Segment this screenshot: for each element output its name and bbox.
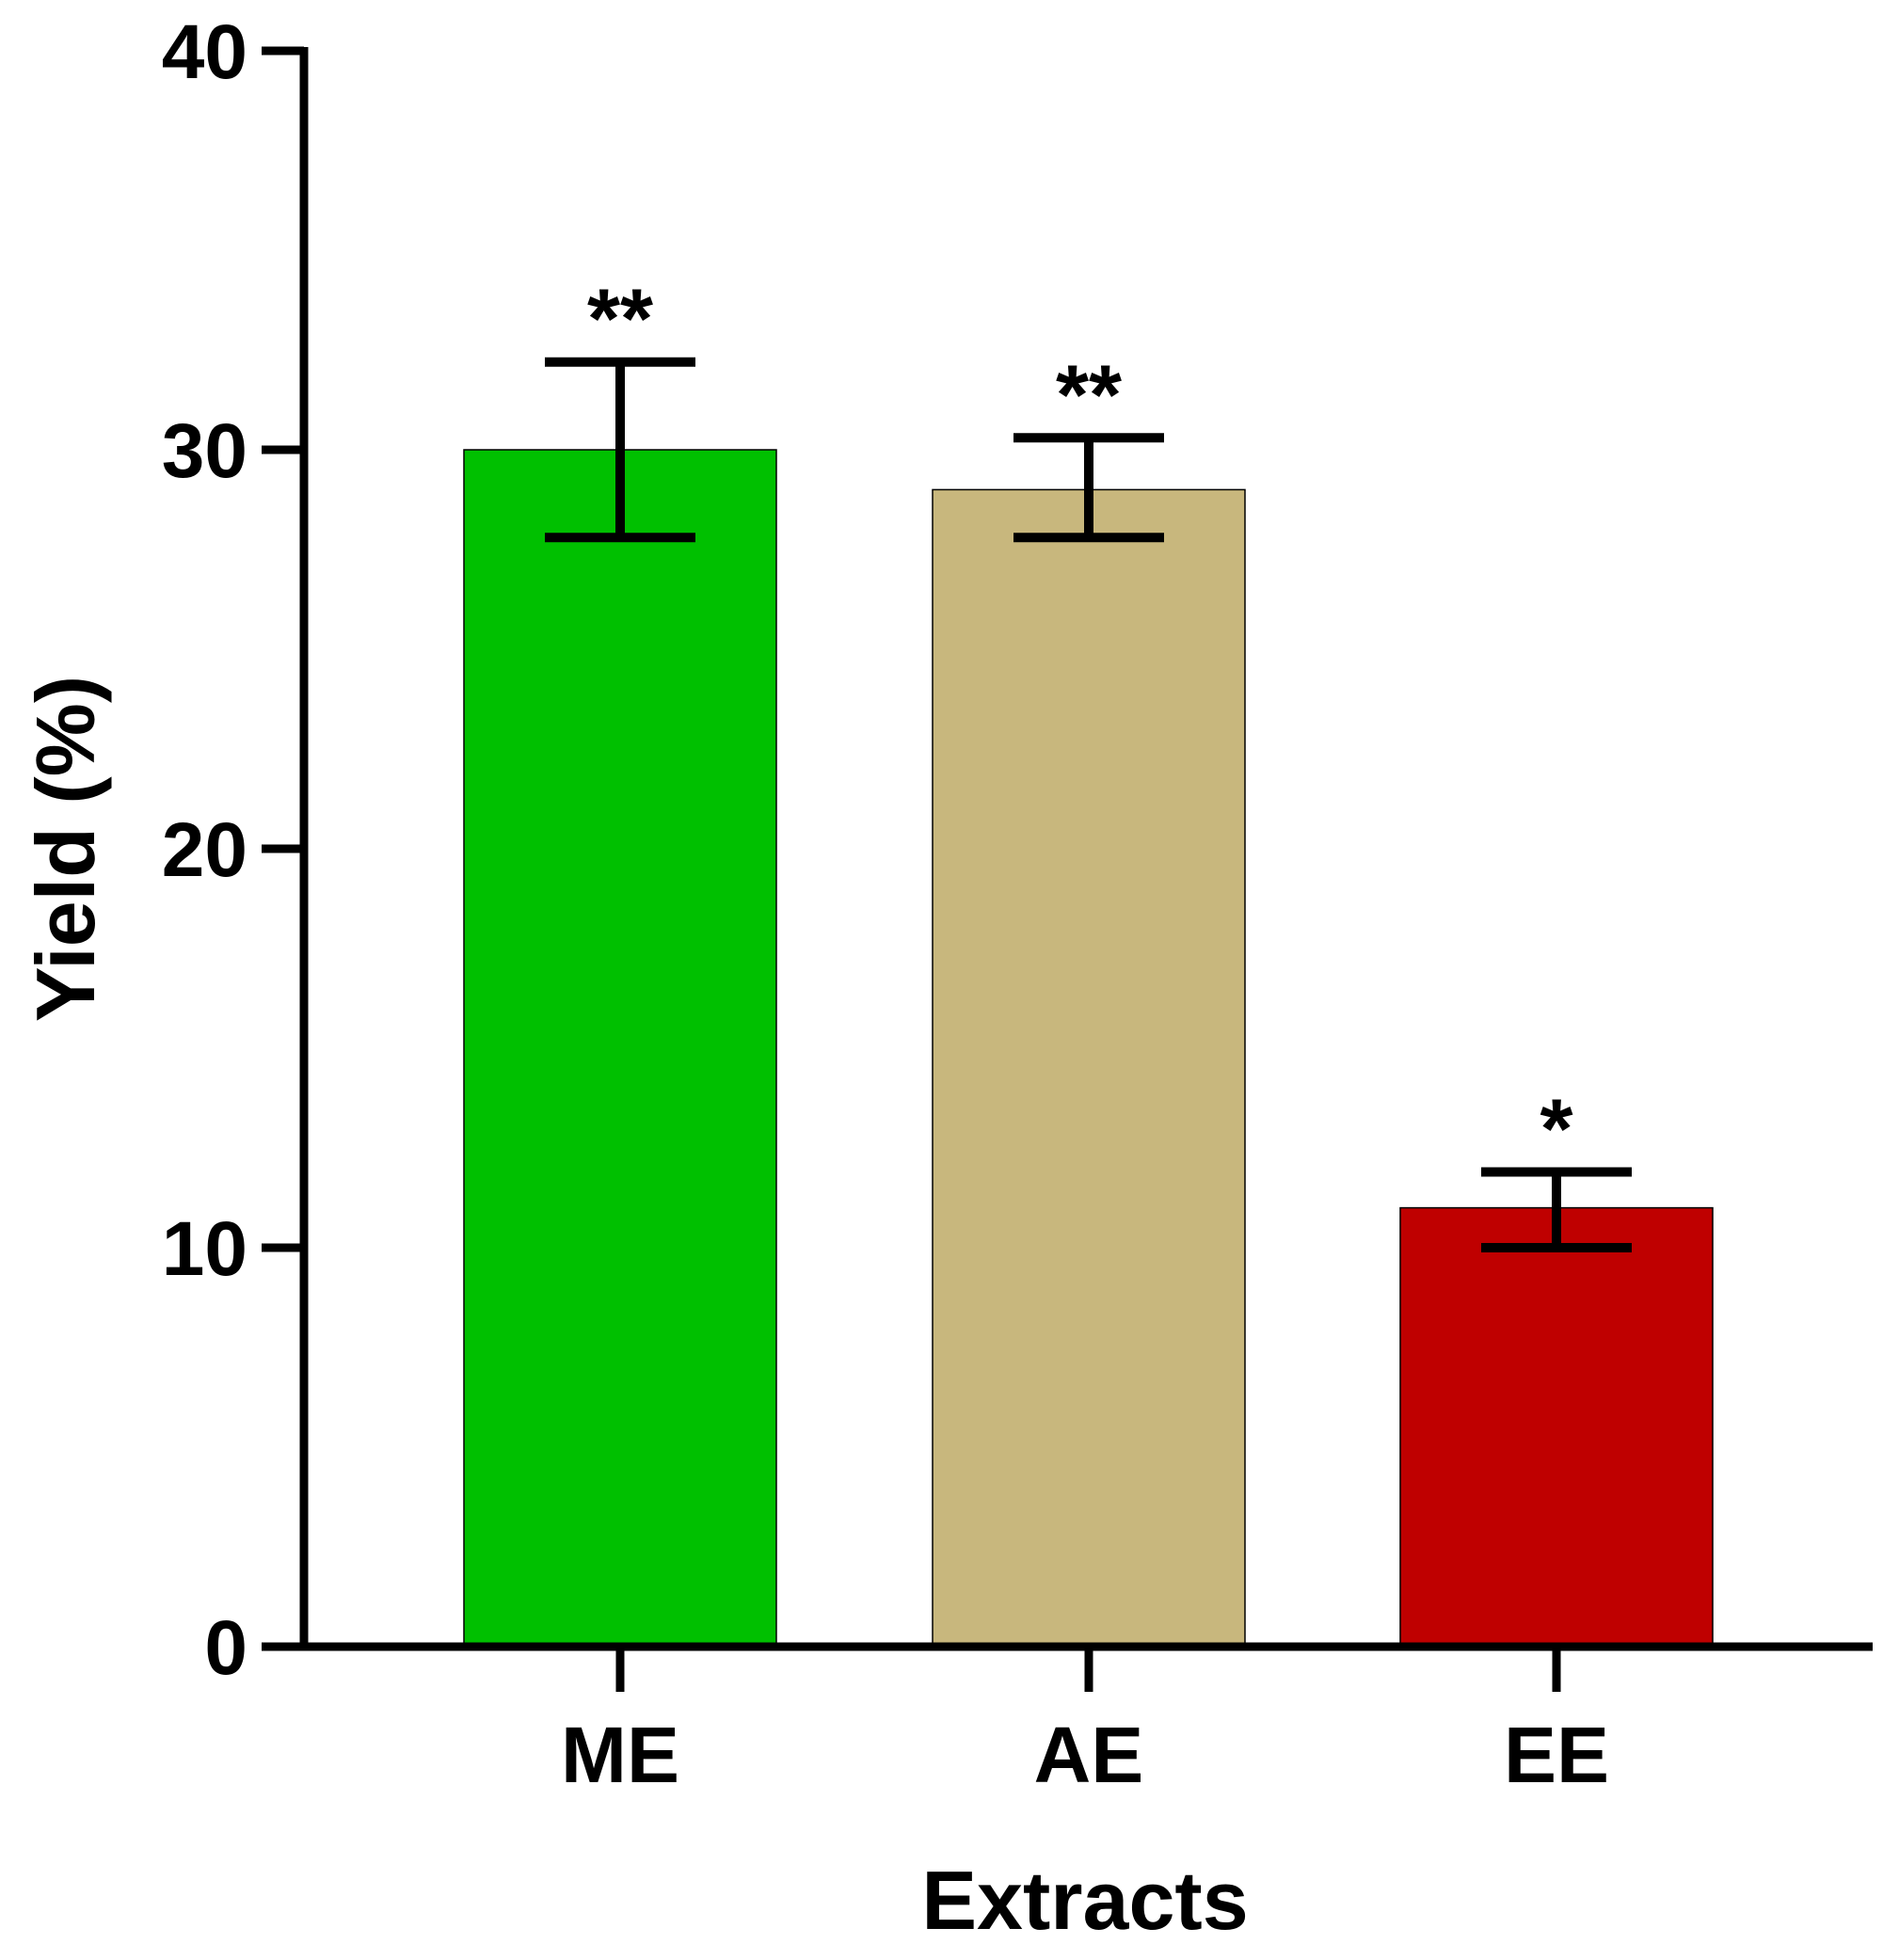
x-tick-label-ae: AE <box>1034 1711 1144 1799</box>
significance-marker-ee: * <box>1540 1082 1572 1176</box>
error-bar-ae <box>1013 433 1164 543</box>
y-ticks-group: 0 10 20 30 40 <box>162 9 304 1691</box>
error-bars-group <box>545 357 1632 1252</box>
y-tick-label: 40 <box>162 9 247 95</box>
significance-marker-ae: ** <box>1056 348 1122 442</box>
x-tick-label-me: ME <box>561 1711 679 1799</box>
error-bar-ee <box>1481 1167 1632 1252</box>
x-ticks-group: ME AE EE <box>561 1647 1609 1799</box>
significance-marker-me: ** <box>587 273 653 367</box>
bar-ae <box>932 488 1246 1648</box>
y-tick-label: 20 <box>162 807 247 893</box>
y-axis-title: Yield (%) <box>19 676 112 1022</box>
y-tick-label: 30 <box>162 408 247 494</box>
significance-group: ***** <box>587 273 1573 1177</box>
bars-group <box>463 449 1714 1648</box>
x-tick-label-ee: EE <box>1504 1711 1609 1799</box>
error-bar-me <box>545 357 695 543</box>
x-axis-title: Extracts <box>921 1854 1248 1947</box>
bar-ee <box>1399 1206 1714 1648</box>
bar-me <box>463 449 777 1648</box>
y-tick-label: 0 <box>204 1605 247 1691</box>
y-tick-label: 10 <box>162 1206 247 1292</box>
